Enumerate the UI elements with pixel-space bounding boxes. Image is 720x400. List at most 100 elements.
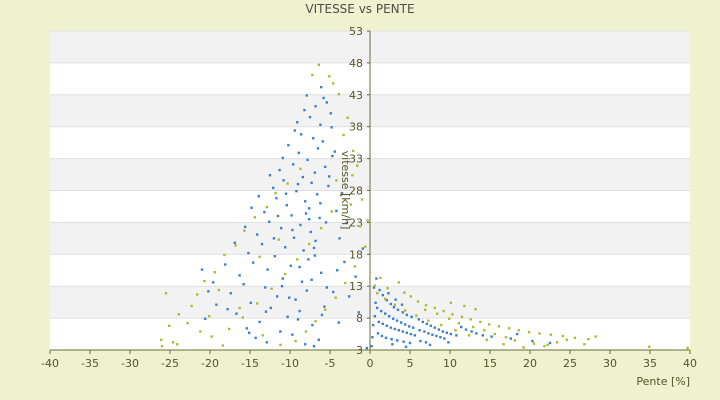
scatter-point xyxy=(391,343,394,346)
y-tick-label: 18 xyxy=(349,248,363,261)
scatter-point xyxy=(423,330,426,333)
scatter-point xyxy=(204,317,207,320)
scatter-point xyxy=(272,186,275,190)
scatter-point xyxy=(335,179,338,182)
scatter-point xyxy=(311,73,314,77)
scatter-point xyxy=(410,315,413,319)
scatter-point xyxy=(217,288,220,292)
x-tick-label: -10 xyxy=(281,357,299,370)
scatter-point xyxy=(304,330,308,333)
scatter-point xyxy=(445,331,448,334)
x-tick-label: -5 xyxy=(325,357,336,370)
scatter-point xyxy=(401,311,404,314)
scatter-point xyxy=(196,293,199,296)
scatter-point xyxy=(392,306,396,309)
scatter-point xyxy=(338,237,341,240)
scatter-point xyxy=(397,281,400,284)
scatter-point xyxy=(394,298,397,301)
scatter-point xyxy=(380,334,384,338)
scatter-point xyxy=(516,332,519,336)
scatter-point xyxy=(379,276,382,280)
scatter-point xyxy=(401,330,404,333)
scatter-point xyxy=(305,94,308,97)
scatter-point xyxy=(373,314,376,318)
scatter-point xyxy=(686,346,689,350)
scatter-point xyxy=(376,306,379,310)
scatter-point xyxy=(300,280,304,283)
scatter-point xyxy=(396,339,399,342)
scatter-point xyxy=(447,341,450,344)
scatter-point xyxy=(421,320,424,324)
scatter-point xyxy=(249,301,252,304)
scatter-point xyxy=(186,322,189,325)
scatter-point xyxy=(449,332,452,336)
scatter-point xyxy=(483,329,486,332)
scatter-point xyxy=(199,330,202,333)
x-tick-label: 0 xyxy=(367,357,374,370)
scatter-point xyxy=(308,218,311,221)
scatter-point xyxy=(319,123,322,126)
scatter-point xyxy=(343,260,346,264)
scatter-point xyxy=(353,265,356,268)
scatter-point xyxy=(212,281,215,284)
scatter-point xyxy=(328,175,331,178)
scatter-point xyxy=(416,300,420,303)
scatter-point xyxy=(268,173,272,177)
scatter-point xyxy=(325,101,328,104)
scatter-point xyxy=(281,277,284,280)
scatter-point xyxy=(548,341,552,345)
scatter-point xyxy=(469,318,472,321)
x-tick-label: 20 xyxy=(523,357,537,370)
scatter-point xyxy=(265,341,268,344)
scatter-point xyxy=(380,309,383,313)
scatter-point xyxy=(265,205,268,209)
scatter-point xyxy=(404,323,407,326)
scatter-point xyxy=(319,202,322,205)
scatter-point xyxy=(327,184,330,188)
scatter-point xyxy=(328,75,331,78)
scatter-point xyxy=(583,343,586,346)
scatter-point xyxy=(321,140,324,143)
scatter-point xyxy=(375,277,378,280)
scatter-point xyxy=(303,108,306,112)
scatter-point xyxy=(291,333,294,336)
scatter-point xyxy=(364,245,367,248)
scatter-point xyxy=(366,219,369,222)
scatter-point xyxy=(300,133,303,136)
scatter-point xyxy=(280,285,284,288)
scatter-point xyxy=(297,151,300,155)
scatter-point xyxy=(451,313,454,316)
scatter-point xyxy=(387,292,390,295)
scatter-point xyxy=(296,258,299,261)
scatter-point xyxy=(346,116,349,119)
scatter-point xyxy=(221,344,224,347)
scatter-point xyxy=(299,223,302,227)
scatter-point xyxy=(470,330,473,333)
x-tick-label: -30 xyxy=(121,357,139,370)
scatter-point xyxy=(497,325,500,328)
scatter-point xyxy=(203,279,206,283)
scatter-point xyxy=(384,312,387,315)
scatter-point xyxy=(235,312,238,315)
scatter-point xyxy=(284,192,288,195)
scatter-point xyxy=(291,228,294,232)
scatter-point xyxy=(278,168,281,172)
scatter-point xyxy=(337,92,340,96)
scatter-point xyxy=(517,329,520,332)
scatter-point xyxy=(314,105,317,108)
scatter-point xyxy=(200,268,204,271)
scatter-point xyxy=(372,323,375,327)
scatter-point xyxy=(479,320,482,324)
scatter-point xyxy=(276,295,279,298)
scatter-point xyxy=(332,82,335,85)
scatter-point xyxy=(245,327,248,330)
scatter-point xyxy=(425,322,428,326)
scatter-point xyxy=(549,333,552,336)
scatter-point xyxy=(337,321,340,324)
scatter-point xyxy=(277,238,280,241)
scatter-point xyxy=(485,338,488,341)
scatter-point xyxy=(412,326,415,329)
scatter-point xyxy=(160,344,164,348)
scatter-point xyxy=(308,242,311,246)
scatter-point xyxy=(468,334,471,337)
